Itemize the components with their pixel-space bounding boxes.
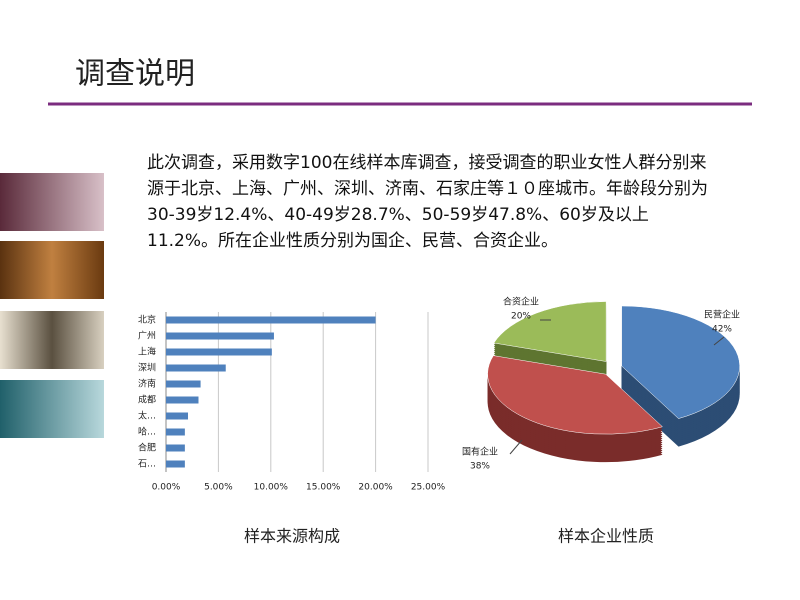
slice <box>487 355 663 435</box>
x-tick-label: 5.00% <box>204 483 233 493</box>
x-tick-label: 25.00% <box>411 483 446 493</box>
slice <box>621 305 740 419</box>
decor-image <box>0 311 104 369</box>
x-tick-label: 10.00% <box>254 483 289 493</box>
slide-title: 调查说明 <box>75 57 195 92</box>
y-tick-label: 广州 <box>138 330 156 342</box>
y-tick-label: 济南 <box>138 378 156 390</box>
bar <box>166 444 185 452</box>
slice-label: 国有企业 <box>462 446 498 458</box>
decor-image <box>0 173 104 231</box>
y-tick-label: 深圳 <box>138 363 156 374</box>
y-tick-label: 上海 <box>138 346 156 358</box>
y-tick-label: 合肥 <box>138 442 156 454</box>
leader-line <box>713 336 725 346</box>
bar <box>166 316 376 324</box>
value-label: 20% <box>511 312 531 322</box>
value-label: 42% <box>712 325 732 335</box>
slice-label: 民营企业 <box>704 309 740 321</box>
y-tick-label: 哈… <box>138 426 156 438</box>
y-tick-label: 太… <box>138 410 156 422</box>
bar <box>166 428 185 436</box>
paragraph: 此次调查，采用数字100在线样本库调查，接受调查的职业女性人群分别来源于北京、上… <box>147 153 708 251</box>
leader-line <box>509 439 523 455</box>
y-tick-label: 石… <box>138 460 156 470</box>
x-tick-label: 20.00% <box>358 483 393 493</box>
decor-image <box>0 380 104 438</box>
bar <box>166 412 189 420</box>
bar <box>166 364 226 372</box>
x-tick-label: 15.00% <box>306 483 341 493</box>
slice-label: 合资企业 <box>503 296 539 308</box>
value-label: 38% <box>470 462 490 472</box>
bar <box>166 396 199 404</box>
chart-title: 样本企业性质 <box>558 527 654 546</box>
chart-title: 样本来源构成 <box>244 527 340 546</box>
decor-image <box>0 241 104 299</box>
bar <box>166 332 274 340</box>
bar <box>166 348 272 356</box>
y-tick-label: 北京 <box>138 314 156 326</box>
bar <box>166 380 201 388</box>
bar <box>166 460 185 468</box>
slice <box>493 301 607 362</box>
y-tick-label: 成都 <box>138 394 156 406</box>
x-tick-label: 0.00% <box>152 483 181 493</box>
